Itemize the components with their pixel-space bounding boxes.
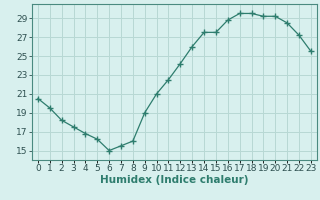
X-axis label: Humidex (Indice chaleur): Humidex (Indice chaleur) <box>100 175 249 185</box>
